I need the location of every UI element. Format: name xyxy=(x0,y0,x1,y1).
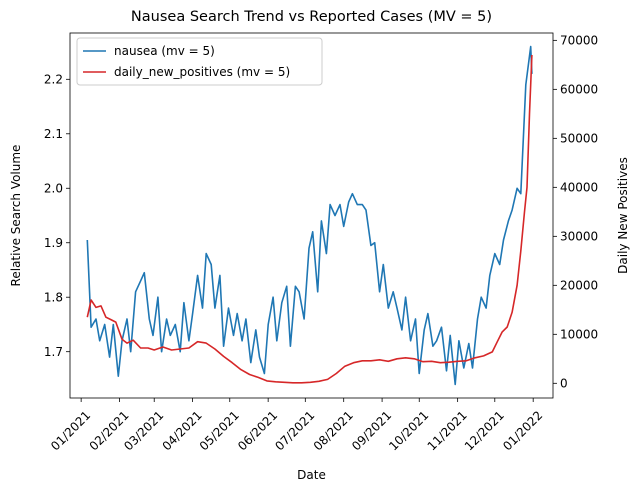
x-tick-label: 04/2021 xyxy=(160,408,205,453)
x-tick-label: 01/2021 xyxy=(48,408,93,453)
x-tick-label: 12/2021 xyxy=(462,408,507,453)
y-right-tick-label: 30000 xyxy=(560,230,598,244)
y-axis-right-label: Daily New Positives xyxy=(616,157,630,274)
y-left-tick-label: 1.7 xyxy=(44,345,63,359)
y-left-tick-label: 1.9 xyxy=(44,236,63,250)
series-line-nausea xyxy=(86,45,533,386)
x-tick-label: 09/2021 xyxy=(349,408,394,453)
y-left-tick-label: 1.8 xyxy=(44,290,63,304)
x-tick-label: 10/2021 xyxy=(386,408,431,453)
y-right-tick-label: 50000 xyxy=(560,132,598,146)
y-axis-left: 1.7 1.8 1.9 2.0 2.1 2.2 xyxy=(44,73,70,359)
y-right-tick-label: 10000 xyxy=(560,328,598,342)
x-tick-label: 05/2021 xyxy=(197,408,242,453)
legend-box xyxy=(76,37,323,86)
y-right-tick-label: 40000 xyxy=(560,181,598,195)
y-right-tick-label: 60000 xyxy=(560,83,598,97)
x-axis-label: Date xyxy=(297,468,326,482)
x-tick-label: 07/2021 xyxy=(272,408,317,453)
y-left-tick-label: 2.0 xyxy=(44,181,63,195)
legend-label-nausea: nausea (mv = 5) xyxy=(114,44,215,58)
y-right-tick-label: 70000 xyxy=(560,34,598,48)
legend: nausea (mv = 5) daily_new_positives (mv … xyxy=(76,37,323,86)
plot-area xyxy=(69,32,554,399)
plot-frame xyxy=(69,32,554,399)
x-axis: 01/202102/202103/202104/202105/202106/20… xyxy=(48,398,545,453)
series-layer xyxy=(86,45,533,386)
legend-label-daily-new-positives: daily_new_positives (mv = 5) xyxy=(114,65,290,79)
y-right-tick-label: 0 xyxy=(560,377,568,391)
x-tick-label: 01/2022 xyxy=(500,408,545,453)
x-tick-label: 08/2021 xyxy=(311,408,356,453)
x-tick-label: 11/2021 xyxy=(425,408,470,453)
y-right-tick-label: 20000 xyxy=(560,279,598,293)
y-left-tick-label: 2.1 xyxy=(44,127,63,141)
y-left-tick-label: 2.2 xyxy=(44,73,63,87)
chart-title: Nausea Search Trend vs Reported Cases (M… xyxy=(131,9,492,25)
y-axis-left-label: Relative Search Volume xyxy=(9,145,23,287)
x-tick-label: 06/2021 xyxy=(235,408,280,453)
y-axis-right: 0 10000 20000 30000 40000 50000 60000 70000 xyxy=(553,34,598,391)
series-line-daily-new-positives xyxy=(86,54,533,384)
